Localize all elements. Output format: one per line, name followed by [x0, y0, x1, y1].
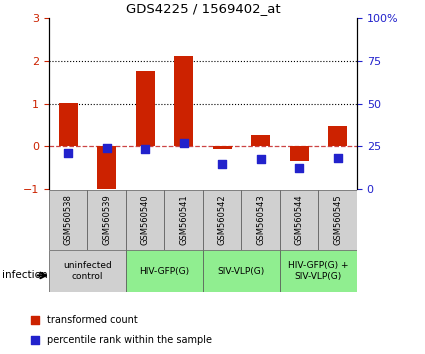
- Bar: [289, 147, 309, 161]
- Text: GSM560543: GSM560543: [256, 194, 265, 245]
- Point: [296, 165, 303, 171]
- Point: [257, 156, 264, 162]
- Bar: [241, 190, 280, 250]
- Bar: [59, 103, 78, 147]
- Bar: [318, 190, 357, 250]
- Bar: [203, 190, 241, 250]
- Point: [65, 150, 71, 156]
- Text: HIV-GFP(G) +
SIV-VLP(G): HIV-GFP(G) + SIV-VLP(G): [288, 262, 349, 281]
- Text: GSM560538: GSM560538: [64, 194, 73, 245]
- Point: [32, 317, 39, 323]
- Text: GSM560542: GSM560542: [218, 194, 227, 245]
- Text: GSM560540: GSM560540: [141, 194, 150, 245]
- Point: [103, 145, 110, 151]
- Text: infection: infection: [2, 270, 48, 280]
- Bar: [203, 250, 280, 292]
- Text: transformed count: transformed count: [47, 315, 138, 325]
- Bar: [212, 147, 232, 149]
- Bar: [49, 250, 126, 292]
- Bar: [88, 190, 126, 250]
- Bar: [126, 190, 164, 250]
- Bar: [251, 135, 270, 147]
- Text: uninfected
control: uninfected control: [63, 262, 112, 281]
- Bar: [97, 147, 116, 189]
- Bar: [280, 250, 357, 292]
- Point: [142, 147, 149, 152]
- Text: SIV-VLP(G): SIV-VLP(G): [218, 267, 265, 276]
- Bar: [126, 250, 203, 292]
- Bar: [328, 126, 347, 147]
- Text: GSM560544: GSM560544: [295, 194, 304, 245]
- Text: percentile rank within the sample: percentile rank within the sample: [47, 335, 212, 345]
- Bar: [49, 190, 88, 250]
- Point: [219, 161, 226, 166]
- Text: GSM560545: GSM560545: [333, 194, 342, 245]
- Text: GSM560541: GSM560541: [179, 194, 188, 245]
- Text: GSM560539: GSM560539: [102, 194, 111, 245]
- Title: GDS4225 / 1569402_at: GDS4225 / 1569402_at: [126, 2, 280, 15]
- Point: [180, 141, 187, 146]
- Point: [334, 156, 341, 161]
- Bar: [174, 56, 193, 147]
- Text: HIV-GFP(G): HIV-GFP(G): [139, 267, 190, 276]
- Bar: [164, 190, 203, 250]
- Bar: [136, 72, 155, 147]
- Bar: [280, 190, 318, 250]
- Point: [32, 337, 39, 343]
